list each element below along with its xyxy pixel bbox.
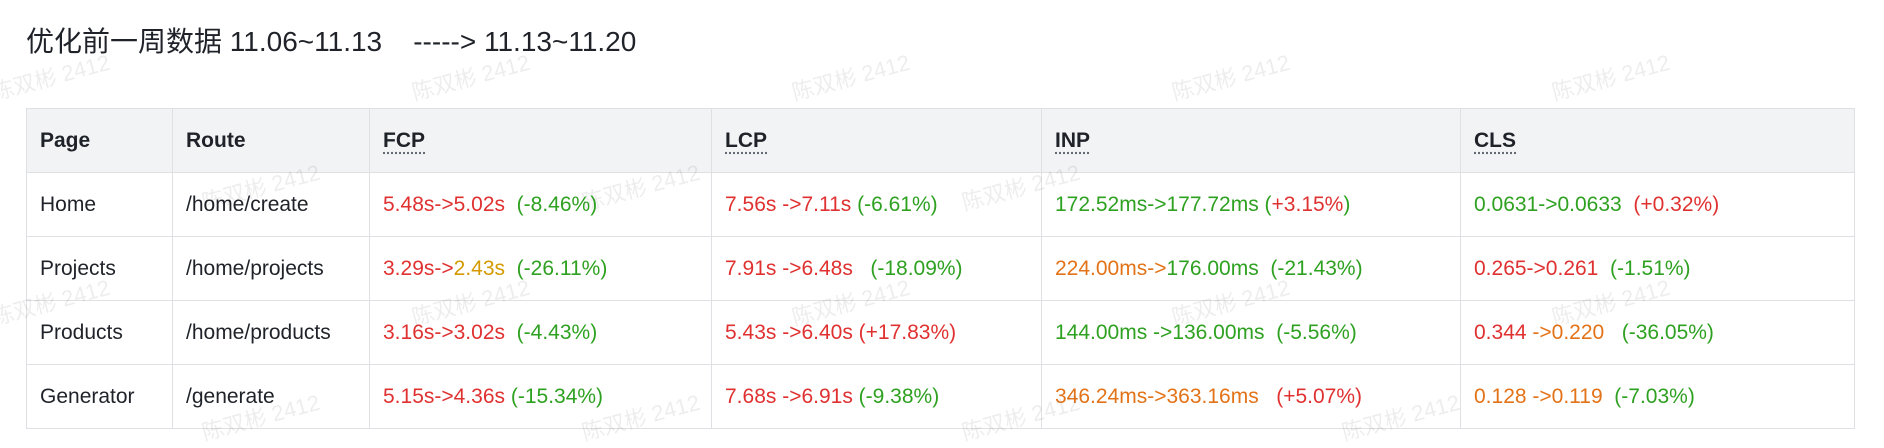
table-row: Products/home/products 3.16s->3.02s (-4.4… [26,300,1855,365]
metric-value-segment: ) [1343,192,1351,216]
metric-value-segment: 5.43s ->6.40s (+17.83%) [725,320,957,344]
metric-value-segment: 224.00ms-> [1055,256,1167,280]
cell-page: Generator [26,364,173,429]
cell-cls: 0.265->0.261 (-1.51%) [1460,236,1855,301]
metric-value-segment: 176.00ms [1166,256,1259,280]
watermark: 陈双彬 2412 [789,49,913,106]
metric-value-segment: ( [1258,192,1272,216]
cell-fcp: 3.16s->3.02s (-4.43%) [369,300,712,365]
watermark: 陈双彬 2412 [1169,49,1293,106]
metric-value-segment: (-5.56%) [1264,320,1357,344]
metric-value-segment: (-7.03%) [1602,384,1695,408]
metric-value-segment: 0.0631->0.0633 [1474,192,1622,216]
cell-route: /home/projects [172,236,370,301]
cell-inp: 224.00ms->176.00ms (-21.43%) [1041,236,1461,301]
table-row: Projects/home/projects 3.29s->2.43s (-26.… [26,236,1855,301]
column-header-route: Route [172,108,370,173]
cell-route: /generate [172,364,370,429]
metric-value-segment: 0.344 [1474,320,1527,344]
cell-cls: 0.128 ->0.119 (-7.03%) [1460,364,1855,429]
table-body: Home/home/create 5.48s->5.02s (-8.46%) 7.5… [26,172,1855,429]
metric-value-segment: (-1.51%) [1598,256,1691,280]
metric-value-segment: (-15.34%) [505,384,604,408]
metric-value-segment: (-18.09%) [852,256,963,280]
metric-value-segment: 3.16s->3.02s [383,320,506,344]
metric-value-segment: (-21.43%) [1258,256,1363,280]
metric-value-segment: 2.43s [453,256,506,280]
column-header-inp: INP [1041,108,1461,173]
metric-value-segment: (-26.11%) [505,256,608,280]
table-header-row: Page Route FCP LCP INP CLS [26,108,1855,173]
metric-value-segment: 172.52ms->177.72ms [1055,192,1259,216]
cell-cls: 0.0631->0.0633 (+0.32%) [1460,172,1855,237]
metric-value-segment: (+5.07%) [1258,384,1363,408]
cell-lcp: 7.68s ->6.91s (-9.38%) [711,364,1042,429]
metric-value-segment: (-9.38%) [852,384,940,408]
cell-inp: 172.52ms->177.72ms (+3.15%) [1041,172,1461,237]
metric-value-segment: 7.91s ->6.48s [725,256,853,280]
table-row: Home/home/create 5.48s->5.02s (-8.46%) 7.5… [26,172,1855,237]
metric-value-segment: (-8.46%) [505,192,598,216]
metric-value-segment: (-36.05%) [1604,320,1714,344]
metric-value-segment: 3.29s-> [383,256,454,280]
column-header-page: Page [26,108,173,173]
cell-inp: 346.24ms->363.16ms (+5.07%) [1041,364,1461,429]
table-row: Generator/generate 5.15s->4.36s (-15.34%)… [26,364,1855,429]
cell-fcp: 5.48s->5.02s (-8.46%) [369,172,712,237]
metric-value-segment: 144.00ms ->136.00ms [1055,320,1265,344]
cell-page: Projects [26,236,173,301]
metric-value-segment: 7.56s ->7.11s [725,192,852,216]
cell-route: /home/products [172,300,370,365]
cell-page: Home [26,172,173,237]
cell-fcp: 3.29s->2.43s (-26.11%) [369,236,712,301]
metric-value-segment: +3.15% [1271,192,1344,216]
cell-inp: 144.00ms ->136.00ms (-5.56%) [1041,300,1461,365]
cell-route: /home/create [172,172,370,237]
cell-lcp: 7.56s ->7.11s (-6.61%) [711,172,1042,237]
metric-value-segment: (-4.43%) [505,320,598,344]
metric-value-segment: ->0.220 [1526,320,1605,344]
metric-value-segment: (+0.32%) [1621,192,1720,216]
metric-value-segment: 346.24ms->363.16ms [1055,384,1259,408]
cell-lcp: 7.91s ->6.48s (-18.09%) [711,236,1042,301]
metric-value-segment: 7.68s ->6.91s [725,384,853,408]
metric-value-segment: 0.128 ->0.119 [1474,384,1603,408]
cell-lcp: 5.43s ->6.40s (+17.83%) [711,300,1042,365]
metric-value-segment: 5.15s->4.36s [383,384,506,408]
metric-value-segment: 0.265->0.261 [1474,256,1599,280]
cell-page: Products [26,300,173,365]
cell-fcp: 5.15s->4.36s (-15.34%) [369,364,712,429]
metric-value-segment: 5.48s->5.02s [383,192,506,216]
watermark: 陈双彬 2412 [1549,49,1673,106]
cell-cls: 0.344 ->0.220 (-36.05%) [1460,300,1855,365]
column-header-cls: CLS [1460,108,1855,173]
column-header-lcp: LCP [711,108,1042,173]
metric-value-segment: (-6.61%) [851,192,938,216]
page-title: 优化前一周数据 11.06~11.13 -----> 11.13~11.20 [26,26,637,57]
column-header-fcp: FCP [369,108,712,173]
metrics-table: Page Route FCP LCP INP CLS Home/home/cre… [26,108,1855,429]
